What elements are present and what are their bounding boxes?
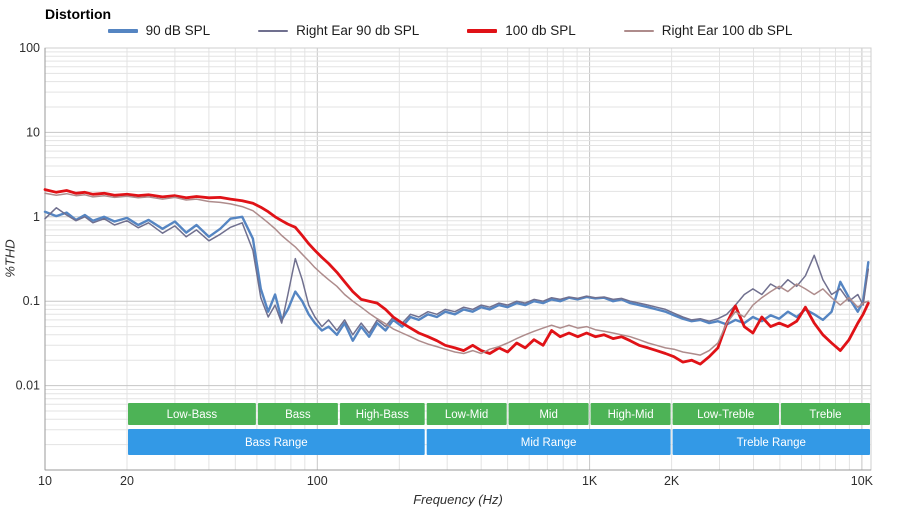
y-tick-label: 0.1 (23, 294, 40, 308)
legend-item-right-ear-100-db-spl[interactable]: Right Ear 100 db SPL (623, 23, 793, 38)
y-tick-label: 10 (26, 125, 40, 139)
x-tick-label: 2K (664, 474, 680, 488)
y-tick-label: 0.01 (16, 379, 40, 393)
legend-item-100-db-spl[interactable]: 100 db SPL (467, 23, 576, 38)
series-right-ear-100-db-spl (44, 192, 870, 356)
legend-label: Right Ear 100 db SPL (661, 23, 793, 38)
band-label: Low-Mid (445, 409, 488, 421)
y-axis-title: %THD (2, 239, 18, 278)
band-mid (508, 403, 589, 425)
legend-swatch (258, 29, 289, 32)
band-label: Mid Range (521, 437, 577, 449)
y-tick-label: 1 (33, 210, 40, 224)
legend-swatch (623, 29, 654, 32)
x-tick-label: 10K (851, 474, 874, 488)
chart-title: Distortion (45, 6, 112, 22)
frequency-bands: Low-Bass Bass High-Bass Low-Mid Mid High-Mid L… (128, 403, 870, 455)
band-low-bass (128, 403, 256, 425)
band-low-treble (672, 403, 779, 425)
band-label: Treble (809, 409, 841, 421)
x-tick-label: 10 (38, 474, 52, 488)
band-label: Mid (539, 409, 558, 421)
legend-swatch (107, 28, 138, 33)
band-mid-range (426, 429, 671, 455)
band-label: Treble Range (737, 437, 806, 449)
y-tick-label: 100 (19, 41, 40, 55)
band-treble-range (672, 429, 870, 455)
x-tick-label: 100 (307, 474, 328, 488)
band-label: Bass Range (245, 437, 308, 449)
legend-label: Right Ear 90 db SPL (296, 23, 420, 38)
band-label: Low-Bass (167, 409, 218, 421)
band-label: High-Mid (608, 409, 654, 421)
x-tick-label: 1K (582, 474, 598, 488)
x-axis-title: Frequency (Hz) (413, 492, 503, 507)
band-label: Bass (285, 409, 311, 421)
band-bass-range (128, 429, 425, 455)
band-label: Low-Treble (697, 409, 754, 421)
band-treble (780, 403, 870, 425)
legend-label: 90 dB SPL (145, 23, 211, 38)
legend-swatch (467, 28, 498, 33)
band-high-mid (590, 403, 671, 425)
band-high-bass (339, 403, 425, 425)
legend-item-right-ear-90-db-spl[interactable]: Right Ear 90 db SPL (258, 23, 419, 38)
gridlines (44, 47, 871, 471)
band-bass (257, 403, 338, 425)
series-90-db-spl (43, 210, 870, 342)
series-100-db-spl (43, 188, 870, 366)
legend-label: 100 db SPL (505, 23, 576, 38)
band-low-mid (426, 403, 507, 425)
series-right-ear-90-db-spl (44, 207, 870, 336)
legend-item-90-db-spl[interactable]: 90 dB SPL (107, 23, 211, 38)
legend: 90 dB SPL Right Ear 90 db SPL 100 db SPL Ri… (0, 23, 900, 38)
band-label: High-Bass (356, 409, 409, 421)
x-tick-label: 20 (120, 474, 134, 488)
